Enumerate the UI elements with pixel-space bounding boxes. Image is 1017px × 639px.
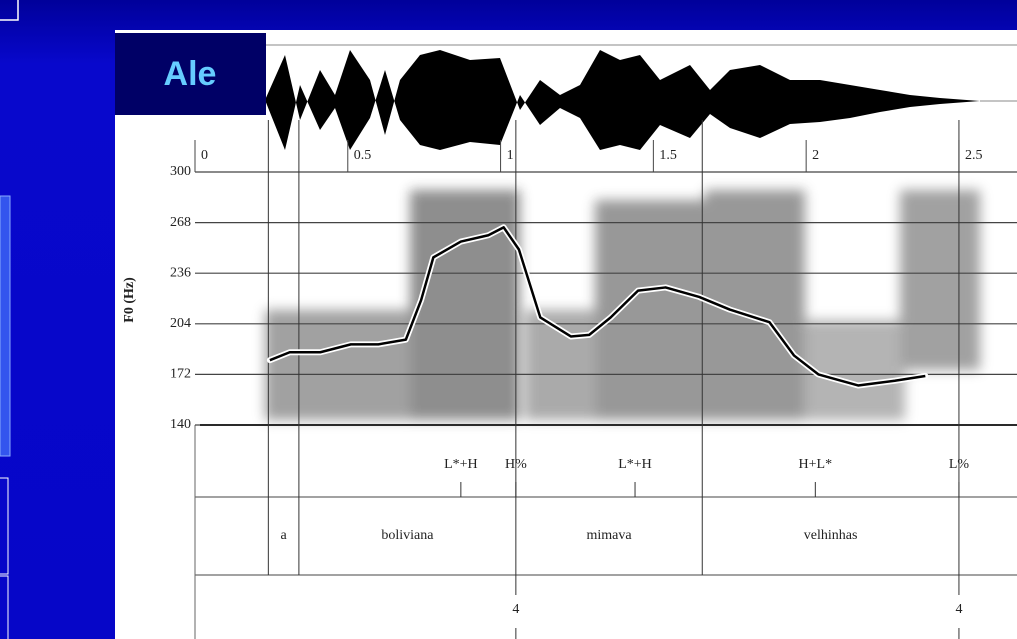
speaker-label: Ale bbox=[164, 55, 217, 93]
break-label: 4 bbox=[955, 602, 962, 617]
y-tick-label: 172 bbox=[170, 367, 191, 382]
tone-label: H% bbox=[505, 457, 527, 472]
tone-label: L*+H bbox=[618, 457, 652, 472]
x-tick-label: 1 bbox=[507, 148, 514, 163]
slide: Ale F0 (Hz) 140 172 204 236 268 300 0 0.5 1 1.5 2 2… bbox=[0, 0, 1017, 639]
x-tick-label: 1.5 bbox=[659, 148, 677, 163]
y-tick-label: 236 bbox=[170, 265, 191, 280]
break-label: 4 bbox=[512, 602, 519, 617]
x-tick-label: 2 bbox=[812, 148, 819, 163]
x-tick-label: 2.5 bbox=[965, 148, 983, 163]
word-label: velhinhas bbox=[804, 528, 858, 543]
y-tick-label: 300 bbox=[170, 164, 191, 179]
x-tick-label: 0.5 bbox=[354, 148, 372, 163]
x-tick-label: 0 bbox=[201, 148, 208, 163]
tone-label: L% bbox=[949, 457, 970, 472]
page: Ale F0 (Hz) 140 172 204 236 268 300 0 0.5 1 1.5 2 2… bbox=[0, 0, 1017, 639]
tone-label: L*+H bbox=[444, 457, 478, 472]
side-panel bbox=[0, 196, 10, 456]
word-label: a bbox=[281, 528, 288, 543]
y-tick-label: 204 bbox=[170, 316, 191, 331]
word-label: mimava bbox=[587, 528, 633, 543]
y-tick-label: 268 bbox=[170, 215, 191, 230]
word-label: boliviana bbox=[381, 528, 434, 543]
tone-label: H+L* bbox=[799, 457, 833, 472]
y-axis-label: F0 (Hz) bbox=[122, 277, 137, 323]
y-tick-label: 140 bbox=[170, 417, 191, 432]
